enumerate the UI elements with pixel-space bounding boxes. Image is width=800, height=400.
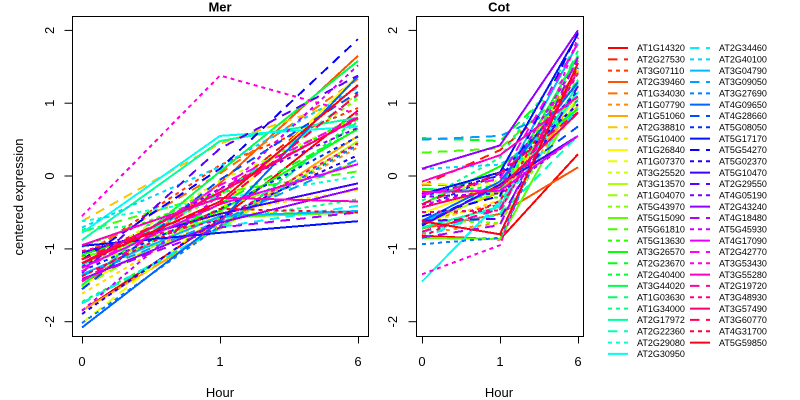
svg-text:AT1G04070: AT1G04070 [637, 190, 685, 200]
svg-text:AT2G30950: AT2G30950 [637, 349, 685, 359]
svg-text:AT3G13570: AT3G13570 [637, 179, 685, 189]
svg-text:AT3G44020: AT3G44020 [637, 281, 685, 291]
svg-text:AT2G34460: AT2G34460 [719, 43, 767, 53]
svg-text:AT3G04790: AT3G04790 [719, 66, 767, 76]
svg-text:-1: -1 [385, 243, 400, 255]
svg-text:AT3G09050: AT3G09050 [719, 77, 767, 87]
svg-text:1: 1 [42, 100, 57, 107]
svg-text:0: 0 [385, 172, 400, 179]
svg-text:AT4G05190: AT4G05190 [719, 190, 767, 200]
svg-text:AT1G34000: AT1G34000 [637, 304, 685, 314]
svg-text:AT5G08050: AT5G08050 [719, 123, 767, 133]
svg-text:AT2G19720: AT2G19720 [719, 281, 767, 291]
svg-text:AT2G40400: AT2G40400 [637, 270, 685, 280]
svg-text:AT1G03630: AT1G03630 [637, 292, 685, 302]
svg-text:1: 1 [496, 354, 503, 369]
svg-text:AT5G13630: AT5G13630 [637, 236, 685, 246]
svg-text:AT2G42770: AT2G42770 [719, 247, 767, 257]
svg-text:AT3G25520: AT3G25520 [637, 168, 685, 178]
svg-text:AT5G45930: AT5G45930 [719, 224, 767, 234]
svg-text:Hour: Hour [485, 385, 514, 400]
svg-text:0: 0 [418, 354, 425, 369]
svg-text:AT2G23670: AT2G23670 [637, 258, 685, 268]
svg-text:AT5G17170: AT5G17170 [719, 134, 767, 144]
svg-text:AT5G43970: AT5G43970 [637, 202, 685, 212]
svg-text:AT2G40100: AT2G40100 [719, 55, 767, 65]
svg-text:AT1G07370: AT1G07370 [637, 157, 685, 167]
svg-text:2: 2 [42, 27, 57, 34]
svg-text:-2: -2 [385, 316, 400, 328]
svg-text:AT3G27690: AT3G27690 [719, 89, 767, 99]
svg-text:AT2G39460: AT2G39460 [637, 77, 685, 87]
svg-text:-1: -1 [42, 243, 57, 255]
svg-text:centered expression: centered expression [11, 138, 26, 255]
svg-text:1: 1 [385, 100, 400, 107]
svg-text:AT3G26570: AT3G26570 [637, 247, 685, 257]
svg-text:AT1G07790: AT1G07790 [637, 100, 685, 110]
svg-text:AT2G29080: AT2G29080 [637, 338, 685, 348]
svg-text:AT2G38810: AT2G38810 [637, 123, 685, 133]
svg-text:AT2G29550: AT2G29550 [719, 179, 767, 189]
svg-text:AT5G02370: AT5G02370 [719, 157, 767, 167]
svg-text:AT3G60770: AT3G60770 [719, 315, 767, 325]
svg-text:AT2G17972: AT2G17972 [637, 315, 685, 325]
svg-text:6: 6 [354, 354, 361, 369]
svg-text:AT5G59850: AT5G59850 [719, 338, 767, 348]
svg-text:AT5G54270: AT5G54270 [719, 145, 767, 155]
svg-text:Cot: Cot [488, 0, 510, 15]
svg-text:AT5G15090: AT5G15090 [637, 213, 685, 223]
svg-text:6: 6 [574, 354, 581, 369]
svg-text:AT4G09650: AT4G09650 [719, 100, 767, 110]
svg-text:AT1G51060: AT1G51060 [637, 111, 685, 121]
svg-text:AT3G53430: AT3G53430 [719, 258, 767, 268]
svg-text:AT4G31700: AT4G31700 [719, 326, 767, 336]
svg-text:AT5G10400: AT5G10400 [637, 134, 685, 144]
svg-text:AT4G17090: AT4G17090 [719, 236, 767, 246]
svg-text:Hour: Hour [206, 385, 235, 400]
svg-text:AT4G18480: AT4G18480 [719, 213, 767, 223]
svg-text:AT5G10470: AT5G10470 [719, 168, 767, 178]
svg-text:AT2G27530: AT2G27530 [637, 55, 685, 65]
svg-text:AT3G57490: AT3G57490 [719, 304, 767, 314]
svg-text:AT5G61810: AT5G61810 [637, 224, 685, 234]
svg-text:0: 0 [78, 354, 85, 369]
svg-text:0: 0 [42, 172, 57, 179]
svg-text:AT1G26840: AT1G26840 [637, 145, 685, 155]
svg-text:AT2G22360: AT2G22360 [637, 326, 685, 336]
svg-text:-2: -2 [42, 316, 57, 328]
svg-text:AT3G07110: AT3G07110 [637, 66, 684, 76]
svg-text:Mer: Mer [208, 0, 231, 15]
svg-text:AT1G34030: AT1G34030 [637, 89, 685, 99]
svg-text:AT1G14320: AT1G14320 [637, 43, 685, 53]
svg-text:AT3G48930: AT3G48930 [719, 292, 767, 302]
svg-text:1: 1 [216, 354, 223, 369]
svg-text:AT4G28660: AT4G28660 [719, 111, 767, 121]
svg-text:AT2G43240: AT2G43240 [719, 202, 767, 212]
svg-text:2: 2 [385, 27, 400, 34]
svg-text:AT3G55280: AT3G55280 [719, 270, 767, 280]
